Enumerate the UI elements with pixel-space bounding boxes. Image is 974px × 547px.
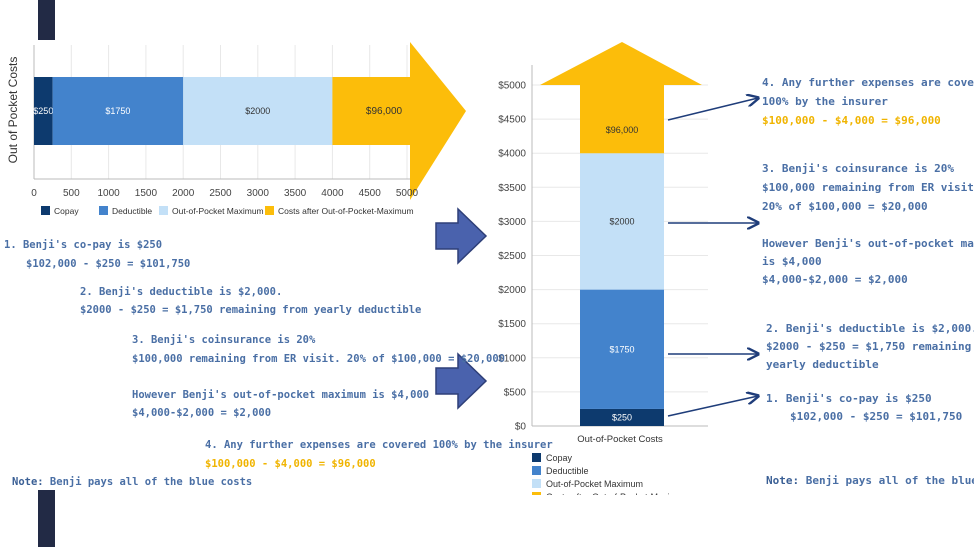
right-chart-y-tick-label: $2500 (498, 251, 526, 262)
left-note-deductible-calc: $2000 - $250 = $1,750 remaining from yea… (80, 304, 422, 316)
right-note-oop-l2: is $4,000 (762, 255, 822, 268)
left-note-footer: Note: Benji pays all of the blue costs (12, 476, 252, 488)
left-chart-bar-label: $250 (33, 106, 53, 116)
left-chart-bar-deductible (52, 77, 184, 145)
right-note-copay-l2: $102,000 - $250 = $101,750 (790, 410, 963, 423)
right-note-coins-l2: $100,000 remaining from ER visit. (762, 181, 974, 194)
left-chart-bar-copay (34, 77, 53, 145)
left-chart-x-tick-label: 2500 (209, 188, 232, 199)
right-chart-bar-label: $96,000 (606, 125, 639, 135)
right-chart-y-tick-label: $2000 (498, 285, 526, 296)
right-legend-swatch (532, 479, 541, 488)
left-chart-x-tick-label: 0 (31, 188, 37, 199)
right-chart-legend: Copay Deductible Out-of-Pocket Maximum Cost… (532, 453, 690, 495)
left-legend-swatch (99, 206, 108, 215)
right-chart-bar-label: $1750 (609, 344, 634, 354)
right-chart-y-tick-label: $1500 (498, 319, 526, 330)
right-legend-swatch (532, 492, 541, 495)
left-chart-x-tick-label: 2000 (172, 188, 195, 199)
right-chart-bar-label: $250 (612, 412, 632, 422)
right-legend-label: Deductible (546, 466, 589, 476)
left-chart-x-tick-label: 1000 (97, 188, 120, 199)
right-legend-label: Copay (546, 453, 573, 463)
right-note-oop-l1: However Benji's out-of-pocket maximum (762, 237, 974, 250)
right-chart-y-tick-label: $4500 (498, 115, 526, 126)
right-chart-y-tick-label: $0 (515, 422, 527, 433)
left-legend-swatch (159, 206, 168, 215)
left-chart-x-tick-label: 3500 (284, 188, 307, 199)
right-note-label: Note: (766, 474, 800, 487)
right-note-further-l1: 4. Any further expenses are covered (762, 76, 974, 89)
right-arrow-icon (435, 352, 488, 410)
left-chart-x-tick-label: 5000 (396, 188, 419, 199)
left-legend-label: Copay (54, 206, 79, 216)
right-note-copay-l1: 1. Benji's co-pay is $250 (766, 392, 932, 405)
right-note-ded-l1: 2. Benji's deductible is $2,000. (766, 322, 974, 335)
left-note-further-title: 4. Any further expenses are covered 100%… (205, 439, 553, 451)
bottom-decor-bar (38, 490, 55, 547)
right-legend-label: Out-of-Pocket Maximum (546, 479, 643, 489)
right-chart-y-tick-label: $5000 (498, 81, 526, 92)
left-chart-bar-out-of-pocket-maximum (183, 77, 333, 145)
left-pointing-arrow-icon (667, 396, 758, 417)
right-note-ded-l3: yearly deductible (766, 358, 879, 371)
right-note-ded-l2: $2000 - $250 = $1,750 remaining from (766, 340, 974, 353)
left-chart-bar-after-max-arrow (332, 42, 466, 200)
right-chart-y-tick-label: $3500 (498, 183, 526, 194)
left-note-copay-title: 1. Benji's co-pay is $250 (4, 239, 163, 251)
left-chart-x-tick-label: 1500 (135, 188, 158, 199)
top-decor-bar (38, 0, 55, 40)
left-chart-x-tick-label: 4500 (359, 188, 382, 199)
right-legend-swatch (532, 466, 541, 475)
left-note-deductible-title: 2. Benji's deductible is $2,000. (80, 286, 283, 298)
right-chart-y-tick-label: $500 (504, 387, 527, 398)
left-note-coins-calc: $100,000 remaining from ER visit. 20% of… (132, 353, 505, 365)
left-chart-bar-label: $1750 (105, 106, 130, 116)
left-note-further-calc: $100,000 - $4,000 = $96,000 (205, 458, 376, 470)
right-arrow-icon (435, 207, 488, 265)
left-chart-x-tick-label: 3000 (247, 188, 270, 199)
left-legend-swatch (41, 206, 50, 215)
right-chart-y-tick-label: $3000 (498, 217, 526, 228)
right-legend-swatch (532, 453, 541, 462)
left-chart-x-tick-label: 500 (63, 188, 80, 199)
right-chart-category-label: Out-of-Pocket Costs (577, 434, 663, 445)
right-chart-bar-copay (580, 408, 664, 426)
right-chart: $250 $1750 $2000 $96,000 $0 $500 $1000 $1500 $2… (498, 42, 708, 495)
right-note-text: Benji pays all of the blue costs (805, 474, 974, 487)
left-legend-label: Out-of-Pocket Maximum (172, 206, 264, 216)
right-legend-label: Costs after Out-of-Pocket-Maximum (546, 492, 690, 495)
right-chart-y-tick-label: $1000 (498, 353, 526, 364)
right-note-coins-l3: 20% of $100,000 = $20,000 (762, 200, 928, 213)
annotation-arrows (667, 90, 770, 417)
left-note-coins-title: 3. Benji's coinsurance is 20% (132, 334, 316, 346)
right-chart-bar-label: $2000 (609, 216, 634, 226)
left-chart-bar-label: $96,000 (366, 106, 403, 117)
left-chart: $250 $1750 $2000 $96,000 0 500 1000 1500 2000 25… (6, 42, 466, 222)
left-note-copay-calc: $102,000 - $250 = $101,750 (26, 258, 191, 270)
right-note-coins-l1: 3. Benji's coinsurance is 20% (762, 162, 955, 175)
right-chart-y-tick-label: $4000 (498, 149, 526, 160)
left-note-label: Note: (12, 476, 44, 488)
left-pointing-arrow-icon (667, 98, 758, 121)
left-note-text: Benji pays all of the blue costs (43, 476, 253, 488)
right-chart-bar-deductible (580, 289, 664, 409)
left-chart-legend: Copay Deductible Out-of-Pocket Maximum Cost… (41, 206, 414, 216)
right-note-oop-l3: $4,000-$2,000 = $2,000 (762, 273, 908, 286)
left-chart-bar-label: $2000 (245, 106, 270, 116)
right-note-further-calc: $100,000 - $4,000 = $96,000 (762, 114, 941, 127)
left-chart-y-axis-title: Out of Pocket Costs (6, 57, 20, 164)
right-note-footer: Note: Benji pays all of the blue costs (766, 474, 974, 487)
left-legend-label: Deductible (112, 206, 152, 216)
left-legend-swatch (265, 206, 274, 215)
left-note-oop-title: However Benji's out-of-pocket maximum is… (132, 389, 430, 401)
left-legend-label: Costs after Out-of-Pocket-Maximum (278, 206, 414, 216)
right-note-further-l2: 100% by the insurer (762, 95, 888, 108)
left-chart-x-tick-label: 4000 (321, 188, 344, 199)
right-chart-bar-out-of-pocket-maximum (580, 153, 664, 290)
right-chart-bar-after-max-arrow (540, 42, 702, 154)
left-note-oop-calc: $4,000-$2,000 = $2,000 (132, 407, 272, 419)
